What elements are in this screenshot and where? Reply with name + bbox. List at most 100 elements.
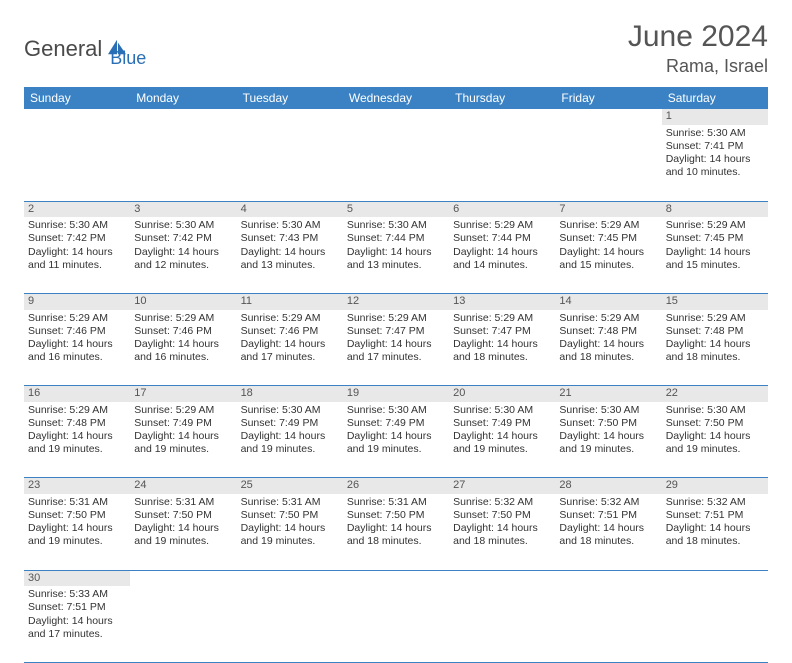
day-cell: Sunrise: 5:29 AMSunset: 7:48 PMDaylight:… [555, 310, 661, 386]
day-cell-body: Sunrise: 5:29 AMSunset: 7:48 PMDaylight:… [555, 310, 661, 369]
day-number-cell: 25 [237, 478, 343, 494]
day-number-cell: 11 [237, 293, 343, 309]
day-cell: Sunrise: 5:29 AMSunset: 7:47 PMDaylight:… [343, 310, 449, 386]
day-number-cell: 3 [130, 201, 236, 217]
day-cell-body: Sunrise: 5:32 AMSunset: 7:51 PMDaylight:… [555, 494, 661, 553]
sunset-line: Sunset: 7:48 PM [666, 325, 764, 338]
day-cell-body: Sunrise: 5:31 AMSunset: 7:50 PMDaylight:… [130, 494, 236, 553]
day-number-cell: 19 [343, 386, 449, 402]
day-number-cell: 8 [662, 201, 768, 217]
sunrise-line: Sunrise: 5:29 AM [666, 219, 764, 232]
sunrise-line: Sunrise: 5:29 AM [559, 219, 657, 232]
daylight-line: Daylight: 14 hours and 18 minutes. [453, 522, 551, 548]
day-cell-body: Sunrise: 5:29 AMSunset: 7:48 PMDaylight:… [24, 402, 130, 461]
header: General Blue June 2024 Rama, Israel [24, 20, 768, 77]
sunrise-line: Sunrise: 5:31 AM [241, 496, 339, 509]
day-cell [449, 586, 555, 662]
day-cell [555, 125, 661, 201]
sunrise-line: Sunrise: 5:29 AM [134, 312, 232, 325]
day-cell [662, 586, 768, 662]
daylight-line: Daylight: 14 hours and 19 minutes. [28, 522, 126, 548]
daylight-line: Daylight: 14 hours and 13 minutes. [347, 246, 445, 272]
daylight-line: Daylight: 14 hours and 19 minutes. [241, 430, 339, 456]
day-cell-body: Sunrise: 5:30 AMSunset: 7:41 PMDaylight:… [662, 125, 768, 184]
day-cell: Sunrise: 5:30 AMSunset: 7:42 PMDaylight:… [24, 217, 130, 293]
sunset-line: Sunset: 7:51 PM [28, 601, 126, 614]
day-cell: Sunrise: 5:29 AMSunset: 7:49 PMDaylight:… [130, 402, 236, 478]
day-cell [130, 125, 236, 201]
sunrise-line: Sunrise: 5:30 AM [28, 219, 126, 232]
daylight-line: Daylight: 14 hours and 15 minutes. [666, 246, 764, 272]
day-number-cell: 26 [343, 478, 449, 494]
sunset-line: Sunset: 7:48 PM [28, 417, 126, 430]
weekday-header: Thursday [449, 87, 555, 109]
daylight-line: Daylight: 14 hours and 18 minutes. [666, 338, 764, 364]
sunset-line: Sunset: 7:50 PM [559, 417, 657, 430]
daylight-line: Daylight: 14 hours and 12 minutes. [134, 246, 232, 272]
day-content-row: Sunrise: 5:31 AMSunset: 7:50 PMDaylight:… [24, 494, 768, 570]
sunrise-line: Sunrise: 5:30 AM [666, 404, 764, 417]
logo-text-blue: Blue [110, 48, 146, 69]
daylight-line: Daylight: 14 hours and 19 minutes. [347, 430, 445, 456]
weekday-header: Tuesday [237, 87, 343, 109]
day-number-cell: 22 [662, 386, 768, 402]
sunrise-line: Sunrise: 5:32 AM [559, 496, 657, 509]
sunrise-line: Sunrise: 5:30 AM [241, 219, 339, 232]
day-cell [237, 125, 343, 201]
day-cell: Sunrise: 5:29 AMSunset: 7:46 PMDaylight:… [130, 310, 236, 386]
daylight-line: Daylight: 14 hours and 18 minutes. [559, 338, 657, 364]
day-cell: Sunrise: 5:30 AMSunset: 7:50 PMDaylight:… [662, 402, 768, 478]
sunset-line: Sunset: 7:44 PM [453, 232, 551, 245]
day-cell: Sunrise: 5:30 AMSunset: 7:41 PMDaylight:… [662, 125, 768, 201]
daylight-line: Daylight: 14 hours and 19 minutes. [241, 522, 339, 548]
day-number-cell [555, 109, 661, 125]
day-cell: Sunrise: 5:30 AMSunset: 7:44 PMDaylight:… [343, 217, 449, 293]
calendar-body: 1Sunrise: 5:30 AMSunset: 7:41 PMDaylight… [24, 109, 768, 662]
daylight-line: Daylight: 14 hours and 18 minutes. [453, 338, 551, 364]
day-number-cell: 24 [130, 478, 236, 494]
day-number-cell: 23 [24, 478, 130, 494]
daylight-line: Daylight: 14 hours and 18 minutes. [559, 522, 657, 548]
sunset-line: Sunset: 7:49 PM [241, 417, 339, 430]
daylight-line: Daylight: 14 hours and 19 minutes. [453, 430, 551, 456]
day-content-row: Sunrise: 5:29 AMSunset: 7:46 PMDaylight:… [24, 310, 768, 386]
sunset-line: Sunset: 7:47 PM [347, 325, 445, 338]
day-cell-body: Sunrise: 5:30 AMSunset: 7:49 PMDaylight:… [343, 402, 449, 461]
sunrise-line: Sunrise: 5:29 AM [347, 312, 445, 325]
day-content-row: Sunrise: 5:33 AMSunset: 7:51 PMDaylight:… [24, 586, 768, 662]
day-cell: Sunrise: 5:29 AMSunset: 7:46 PMDaylight:… [237, 310, 343, 386]
sunset-line: Sunset: 7:49 PM [453, 417, 551, 430]
day-cell-body: Sunrise: 5:30 AMSunset: 7:43 PMDaylight:… [237, 217, 343, 276]
day-cell: Sunrise: 5:29 AMSunset: 7:48 PMDaylight:… [662, 310, 768, 386]
daylight-line: Daylight: 14 hours and 17 minutes. [28, 615, 126, 641]
sunrise-line: Sunrise: 5:30 AM [347, 219, 445, 232]
day-cell: Sunrise: 5:29 AMSunset: 7:45 PMDaylight:… [662, 217, 768, 293]
day-cell: Sunrise: 5:30 AMSunset: 7:50 PMDaylight:… [555, 402, 661, 478]
day-number-cell: 16 [24, 386, 130, 402]
weekday-header: Sunday [24, 87, 130, 109]
sunrise-line: Sunrise: 5:31 AM [134, 496, 232, 509]
day-cell: Sunrise: 5:29 AMSunset: 7:45 PMDaylight:… [555, 217, 661, 293]
sunset-line: Sunset: 7:46 PM [134, 325, 232, 338]
day-cell-body: Sunrise: 5:30 AMSunset: 7:49 PMDaylight:… [237, 402, 343, 461]
sunset-line: Sunset: 7:43 PM [241, 232, 339, 245]
sunrise-line: Sunrise: 5:32 AM [453, 496, 551, 509]
day-number-cell: 20 [449, 386, 555, 402]
day-cell: Sunrise: 5:31 AMSunset: 7:50 PMDaylight:… [130, 494, 236, 570]
daylight-line: Daylight: 14 hours and 19 minutes. [134, 522, 232, 548]
day-cell-body: Sunrise: 5:29 AMSunset: 7:47 PMDaylight:… [449, 310, 555, 369]
daylight-line: Daylight: 14 hours and 17 minutes. [241, 338, 339, 364]
day-number-cell: 13 [449, 293, 555, 309]
day-cell: Sunrise: 5:29 AMSunset: 7:46 PMDaylight:… [24, 310, 130, 386]
sunset-line: Sunset: 7:50 PM [453, 509, 551, 522]
day-cell: Sunrise: 5:32 AMSunset: 7:51 PMDaylight:… [555, 494, 661, 570]
daylight-line: Daylight: 14 hours and 13 minutes. [241, 246, 339, 272]
sunrise-line: Sunrise: 5:32 AM [666, 496, 764, 509]
sunset-line: Sunset: 7:46 PM [28, 325, 126, 338]
sunset-line: Sunset: 7:46 PM [241, 325, 339, 338]
sunset-line: Sunset: 7:48 PM [559, 325, 657, 338]
sunset-line: Sunset: 7:47 PM [453, 325, 551, 338]
day-cell: Sunrise: 5:29 AMSunset: 7:48 PMDaylight:… [24, 402, 130, 478]
day-number-row: 23242526272829 [24, 478, 768, 494]
sunrise-line: Sunrise: 5:30 AM [453, 404, 551, 417]
